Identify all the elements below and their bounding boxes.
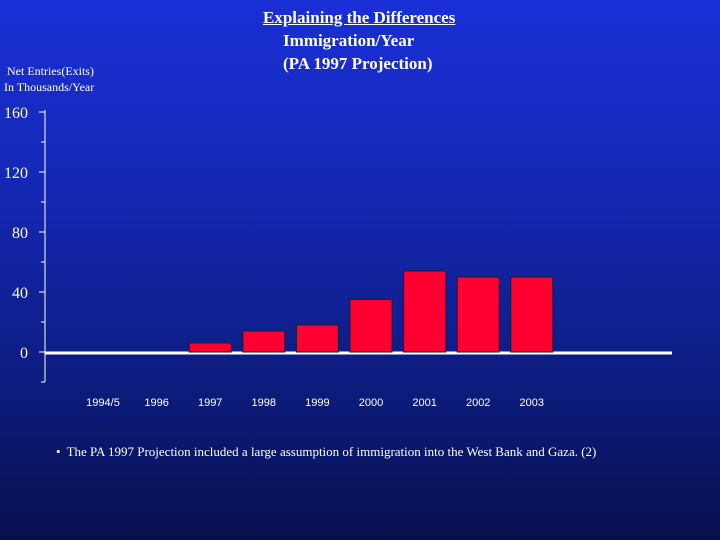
y-tick-label: 160 (4, 105, 28, 122)
bar-2003 (510, 276, 554, 353)
x-tick-label: 1996 (144, 397, 168, 409)
y-tick-label: 120 (4, 165, 28, 182)
title-line-2: Immigration/Year (283, 31, 415, 50)
x-tick-label: 1999 (305, 397, 329, 409)
bullet-icon: • (56, 444, 61, 459)
title-line-1: Explaining the Differences (263, 8, 456, 27)
x-tick-label: 1994/5 (86, 397, 120, 409)
footnote: • The PA 1997 Projection included a large… (56, 444, 596, 460)
bar-1997 (188, 342, 232, 353)
y-axis-label-line-2: In Thousands/Year (4, 80, 95, 94)
bar-1999 (295, 324, 339, 353)
footnote-text: The PA 1997 Projection included a large … (66, 444, 597, 459)
bar-2002 (456, 276, 500, 353)
y-tick-label: 0 (20, 345, 28, 362)
y-tick-label: 40 (12, 285, 28, 302)
y-axis-label-line-1: Net Entries(Exits) (7, 64, 94, 78)
bar-2001 (403, 270, 447, 353)
bar-1998 (242, 330, 286, 353)
x-tick-label: 2001 (412, 397, 436, 409)
x-tick-label: 1997 (198, 397, 222, 409)
bar-2000 (349, 299, 393, 353)
x-tick-label: 2002 (466, 397, 490, 409)
x-tick-label: 1998 (252, 397, 276, 409)
x-tick-label: 2003 (520, 397, 544, 409)
x-tick-label: 2000 (359, 397, 383, 409)
title-line-3: (PA 1997 Projection) (283, 54, 433, 73)
y-tick-label: 80 (12, 225, 28, 242)
